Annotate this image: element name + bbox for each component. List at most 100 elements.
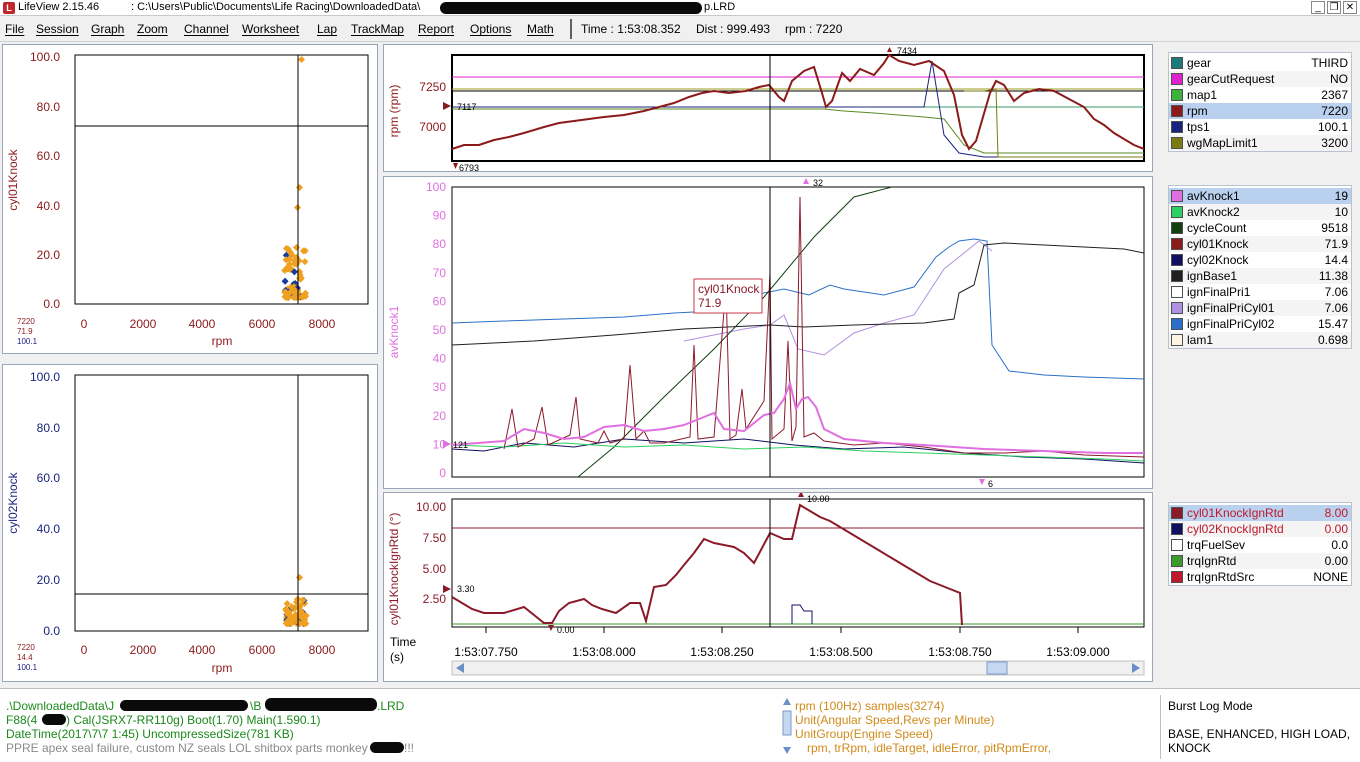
burst-log-mode-line1: BASE, ENHANCED, HIGH LOAD,	[1168, 727, 1351, 741]
menu-file[interactable]: File	[5, 22, 25, 36]
legend-row-trqignrtdsrc[interactable]: trqIgnRtdSrc NONE	[1169, 569, 1351, 585]
legend-row-gear[interactable]: gear THIRD	[1169, 55, 1351, 71]
legend-value: 71.9	[1324, 237, 1348, 251]
legend-swatch	[1171, 206, 1183, 218]
maximize-button[interactable]: ❐	[1327, 1, 1341, 14]
legend-row-avknock1[interactable]: avKnock1 19	[1169, 188, 1351, 204]
close-button[interactable]: ✕	[1343, 1, 1357, 14]
channel-info-line: rpm (100Hz) samples(3274)	[795, 699, 945, 713]
legend-row-trqignrtd[interactable]: trqIgnRtd 0.00	[1169, 553, 1351, 569]
file-path-end: .LRD	[377, 699, 405, 713]
menu-options[interactable]: Options	[470, 22, 512, 36]
scatter-point	[282, 256, 290, 264]
legend-swatch	[1171, 190, 1183, 202]
menu-graph[interactable]: Graph	[91, 22, 125, 36]
channel-info-line: UnitGroup(Engine Speed)	[795, 727, 934, 741]
legend-swatch	[1171, 105, 1183, 117]
scatter2-ytick: 20.0	[37, 573, 61, 587]
scatter-point	[290, 268, 298, 276]
legend-row-ignfinalpri1[interactable]: ignFinalPri1 7.06	[1169, 284, 1351, 300]
legend-row-cyclecount[interactable]: cycleCount 9518	[1169, 220, 1351, 236]
menu-channel[interactable]: Channel	[184, 22, 229, 36]
time-scrollbar-thumb[interactable]	[986, 661, 1008, 675]
menu-lap[interactable]: Lap	[317, 22, 338, 36]
legend-row-trqfuelsev[interactable]: trqFuelSev 0.0	[1169, 537, 1351, 553]
legend-row-gearcutrequest[interactable]: gearCutRequest NO	[1169, 71, 1351, 87]
legend-row-cyl01knock[interactable]: cyl01Knock 71.9	[1169, 236, 1351, 252]
legend-value: THIRD	[1311, 56, 1348, 70]
knock-marker-label: 121	[453, 440, 468, 450]
legend-row-avknock2[interactable]: avKnock2 10	[1169, 204, 1351, 220]
menu-zoom[interactable]: Zoom	[137, 22, 168, 36]
info-scroll-arrows[interactable]	[782, 697, 792, 757]
scatter-point	[297, 55, 306, 64]
scatter2-cursor-tps: 100.1	[17, 663, 38, 672]
legend-name: gear	[1187, 56, 1212, 70]
legend-row-ignbase1[interactable]: ignBase1 11.38	[1169, 268, 1351, 284]
scatter1-ytick: 40.0	[37, 199, 61, 213]
legend-row-cyl02knockignrtd[interactable]: cyl02KnockIgnRtd 0.00	[1169, 521, 1351, 537]
scroll-down-icon[interactable]	[783, 747, 791, 754]
time-scrollbar[interactable]	[451, 660, 1145, 676]
scatter2-ytick: 80.0	[37, 421, 61, 435]
scroll-right-icon[interactable]	[1132, 663, 1140, 673]
knock-ytick: 90	[433, 209, 447, 223]
minimize-button[interactable]: _	[1311, 1, 1325, 14]
legend-value: 0.00	[1324, 522, 1348, 536]
menu-bar: File Session Graph Zoom Channel Workshee…	[0, 16, 1360, 42]
scroll-left-icon[interactable]	[456, 663, 464, 673]
legend-row-cyl02knock[interactable]: cyl02Knock 14.4	[1169, 252, 1351, 268]
scatter1-ytick: 0.0	[43, 297, 60, 311]
menu-worksheet[interactable]: Worksheet	[242, 22, 300, 36]
knock-ytick: 10	[433, 437, 447, 451]
menu-math[interactable]: Math	[527, 22, 554, 36]
legend-swatch	[1171, 238, 1183, 250]
scatter1-ytick: 80.0	[37, 100, 61, 114]
legend-row-ignfinalpricyl01[interactable]: ignFinalPriCyl01 7.06	[1169, 300, 1351, 316]
ign-chart-pane[interactable]: cyl01KnockIgnRtd (°) 10.00 7.50 5.00 2.5…	[383, 491, 1153, 682]
legend-row-lam1[interactable]: lam1 0.698	[1169, 332, 1351, 348]
legend-swatch	[1171, 57, 1183, 69]
legend-row-tps1[interactable]: tps1 100.1	[1169, 119, 1351, 135]
legend-row-map1[interactable]: map1 2367	[1169, 87, 1351, 103]
rpm-chart-pane[interactable]: rpm (rpm) 7250 7000 7434 6793 7117	[383, 44, 1153, 173]
legend-swatch	[1171, 318, 1183, 330]
menu-session[interactable]: Session	[36, 22, 79, 36]
scatter1-xtick: 2000	[130, 317, 157, 331]
time-tick-label: 1:53:08.750	[928, 645, 992, 659]
legend-row-rpm[interactable]: rpm 7220	[1169, 103, 1351, 119]
ign-max-label: 10.00	[807, 494, 830, 504]
knock-tooltip-value: 71.9	[698, 296, 722, 310]
legend-value: 11.38	[1318, 269, 1348, 283]
legend-row-ignfinalpricyl02[interactable]: ignFinalPriCyl02 15.47	[1169, 316, 1351, 332]
menu-report[interactable]: Report	[418, 22, 455, 36]
legend-row-wgmaplimit1[interactable]: wgMapLimit1 3200	[1169, 135, 1351, 151]
legend-row-cyl01knockignrtd[interactable]: cyl01KnockIgnRtd 8.00	[1169, 505, 1351, 521]
legend-name: tps1	[1187, 120, 1210, 134]
knock-chart-pane[interactable]: avKnock1 100 90 80 70 60 50 40 30 20 10 0 cyl01Kno…	[383, 176, 1153, 489]
legend-name: cycleCount	[1187, 221, 1247, 235]
menu-separator	[570, 19, 572, 39]
menu-trackmap[interactable]: TrackMap	[351, 22, 404, 36]
scatter-plot-cyl02knock[interactable]: cyl02Knock 100.0 80.0 60.0 40.0 20.0 0.0…	[2, 364, 378, 682]
scatter-point	[290, 288, 298, 296]
scatter2-xtick: 4000	[189, 643, 216, 657]
redaction-bar	[440, 2, 702, 14]
legend-value: NO	[1330, 72, 1348, 86]
scatter-point	[286, 260, 294, 268]
scatter-point	[282, 251, 290, 259]
scatter1-xtick: 0	[81, 317, 88, 331]
scatter-point	[287, 283, 295, 291]
legend-value: 7.06	[1324, 285, 1348, 299]
time-tick-label: 1:53:09.000	[1046, 645, 1110, 659]
time-tick-label: 1:53:07.750	[454, 645, 518, 659]
scatter1-ytick: 20.0	[37, 248, 61, 262]
knock-tooltip	[693, 278, 763, 314]
scroll-up-icon[interactable]	[783, 698, 791, 705]
burst-log-mode-title: Burst Log Mode	[1168, 699, 1253, 713]
scatter-point	[282, 244, 291, 253]
scatter-plot-cyl01knock[interactable]: cyl01Knock 100.0 80.0 60.0 40.0 20.0 0.0…	[2, 44, 378, 354]
legend-value: 7.06	[1324, 301, 1348, 315]
window-title-path: : C:\Users\Public\Documents\Life Racing\…	[131, 1, 421, 13]
